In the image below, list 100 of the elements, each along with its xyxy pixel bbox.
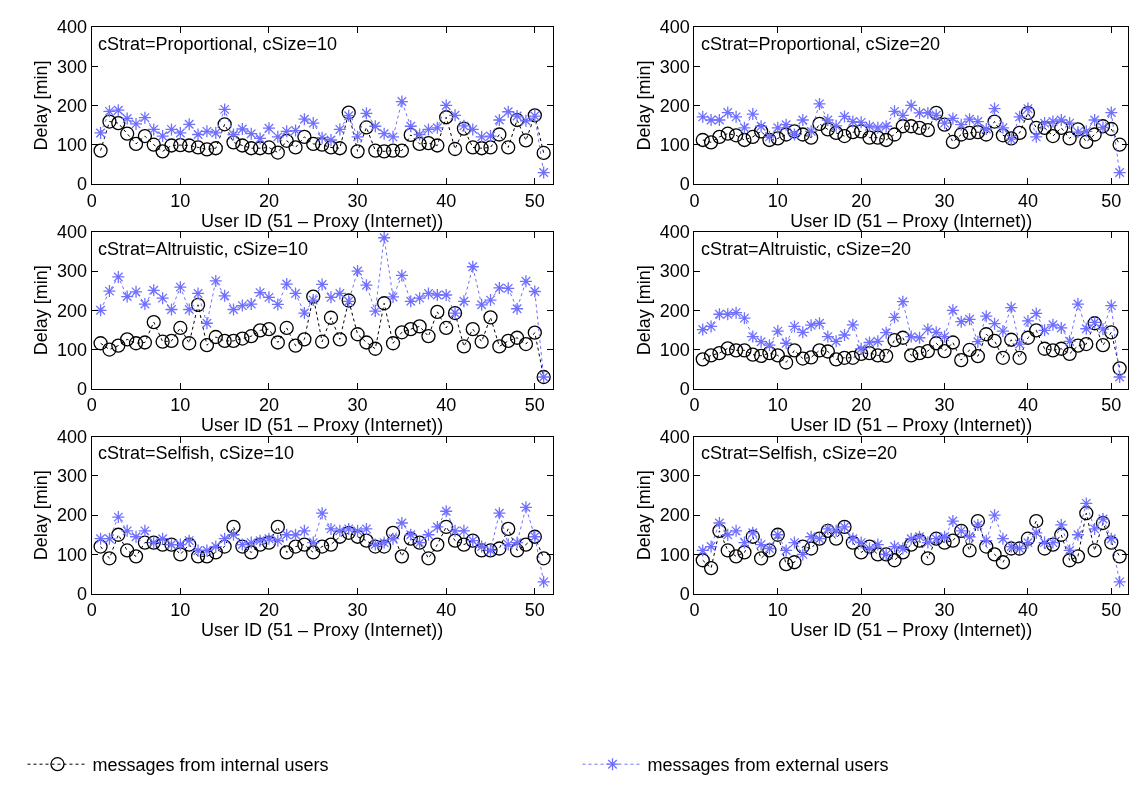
point <box>306 289 321 304</box>
point <box>803 130 819 145</box>
point <box>182 138 197 153</box>
point <box>510 535 524 550</box>
point <box>306 293 320 307</box>
point <box>190 140 206 155</box>
point <box>1037 341 1052 356</box>
point <box>1112 361 1127 376</box>
point <box>332 332 347 347</box>
point <box>359 278 374 292</box>
point <box>138 524 152 538</box>
point <box>971 335 985 349</box>
x-tick-label: 10 <box>767 395 788 416</box>
x-tick-label: 30 <box>347 190 368 211</box>
point <box>111 270 125 284</box>
point <box>492 506 507 520</box>
point <box>954 352 969 368</box>
point <box>439 98 453 113</box>
y-tick-label: 300 <box>57 466 88 487</box>
point <box>945 335 961 350</box>
point <box>200 543 214 558</box>
point <box>536 145 551 161</box>
point <box>244 535 258 550</box>
point <box>1046 318 1060 332</box>
point <box>721 528 735 542</box>
point <box>465 140 480 155</box>
point <box>1095 515 1111 531</box>
point <box>695 132 710 148</box>
point <box>821 113 835 127</box>
point <box>253 286 267 300</box>
point <box>262 121 276 135</box>
point <box>912 345 927 361</box>
point <box>252 323 268 338</box>
point <box>1062 346 1077 361</box>
point <box>270 145 285 160</box>
point <box>754 537 768 552</box>
point <box>937 530 952 544</box>
point <box>896 108 910 122</box>
point <box>1020 105 1036 121</box>
point <box>93 336 108 351</box>
y-tick-label: 200 <box>57 95 88 116</box>
point <box>904 537 919 552</box>
point <box>279 545 294 560</box>
point <box>729 306 743 320</box>
point <box>395 94 409 109</box>
y-tick-label: 400 <box>57 427 88 447</box>
x-axis-title: User ID (51 – Proxy (Internet)) <box>201 620 444 641</box>
point <box>271 297 285 312</box>
point <box>854 346 869 361</box>
point <box>1054 321 1068 335</box>
point <box>412 136 427 152</box>
point <box>350 130 365 144</box>
point <box>1021 535 1035 550</box>
point <box>879 119 893 133</box>
point <box>970 513 986 529</box>
point <box>745 529 760 544</box>
point <box>1062 131 1077 146</box>
point <box>93 143 108 158</box>
point <box>896 295 910 309</box>
point <box>430 121 444 135</box>
point <box>729 524 743 538</box>
x-tick-label: 50 <box>1101 600 1122 621</box>
point <box>244 141 259 156</box>
point <box>979 539 994 554</box>
point <box>217 117 232 132</box>
x-tick-label: 10 <box>170 395 191 416</box>
point <box>895 119 911 134</box>
point <box>261 535 277 550</box>
y-tick-label: 200 <box>659 95 690 116</box>
point <box>288 286 303 301</box>
point <box>199 549 215 564</box>
point <box>729 110 743 124</box>
point <box>182 302 196 317</box>
point <box>845 350 860 365</box>
point <box>895 545 911 560</box>
point <box>779 543 793 558</box>
point <box>870 130 885 145</box>
point <box>1112 370 1127 384</box>
point <box>359 522 374 536</box>
x-tick-label: 20 <box>851 600 872 621</box>
x-tick-label: 30 <box>934 190 955 211</box>
point <box>306 116 320 130</box>
point <box>1029 120 1044 135</box>
point <box>845 125 860 140</box>
point <box>244 329 259 344</box>
point <box>995 350 1011 365</box>
point <box>261 140 277 155</box>
point <box>854 342 868 356</box>
point <box>385 143 401 158</box>
point <box>712 113 727 127</box>
point <box>120 543 135 558</box>
point <box>146 314 161 330</box>
point <box>208 141 223 156</box>
point <box>377 231 391 245</box>
point <box>509 112 525 128</box>
point <box>879 326 893 340</box>
point <box>280 277 294 291</box>
point <box>846 318 860 332</box>
point <box>102 104 117 118</box>
point <box>1029 306 1043 321</box>
